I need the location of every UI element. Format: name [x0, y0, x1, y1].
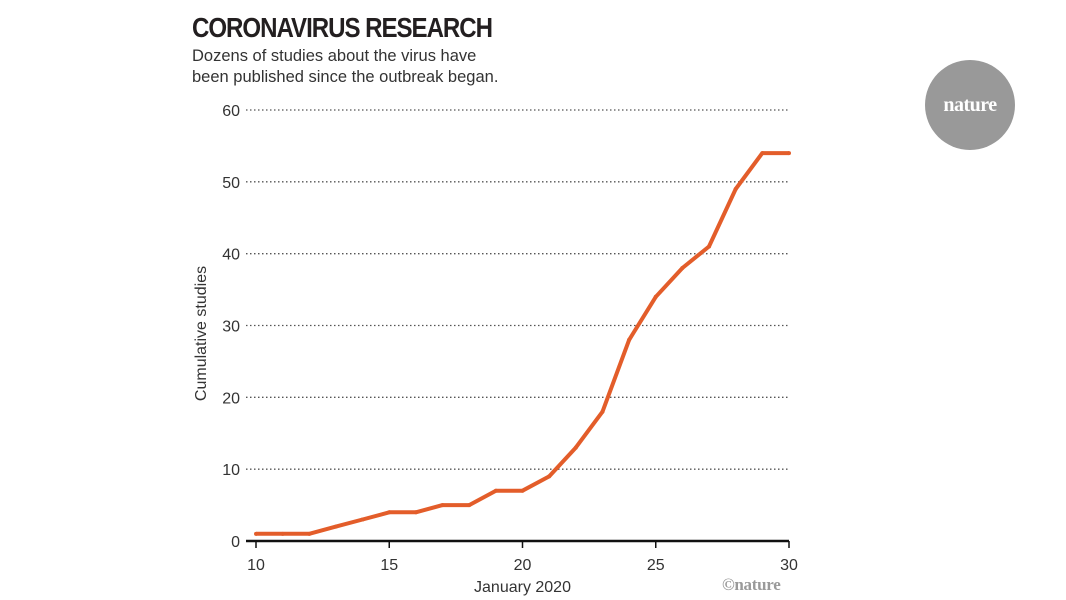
- data-point-jan-27: [707, 244, 712, 249]
- y-tick-label-60: 60: [222, 103, 240, 120]
- data-point-jan-18: [467, 503, 472, 508]
- x-tick-label-15: 15: [380, 557, 398, 574]
- data-point-jan-23: [600, 409, 605, 414]
- nature-logo-badge: nature: [925, 60, 1015, 150]
- chart-subtitle: Dozens of studies about the virus have b…: [192, 46, 592, 88]
- subtitle-line-2: been published since the outbreak began.: [192, 68, 499, 86]
- data-point-jan-20: [520, 488, 525, 493]
- data-point-jan-14: [360, 517, 365, 522]
- y-tick-label-10: 10: [222, 462, 240, 479]
- data-point-jan-24: [627, 337, 632, 342]
- x-tick-label-30: 30: [780, 557, 798, 574]
- data-point-jan-19: [493, 488, 498, 493]
- data-point-jan-29: [760, 151, 765, 156]
- data-point-jan-30: [787, 151, 791, 156]
- chart-title: CORONAVIRUS RESEARCH: [192, 12, 493, 43]
- x-tick-label-20: 20: [514, 557, 532, 574]
- data-point-jan-10: [254, 531, 258, 536]
- x-axis-label: January 2020: [474, 579, 571, 596]
- data-point-jan-25: [653, 294, 658, 299]
- data-point-jan-11: [280, 531, 285, 536]
- data-point-jan-28: [733, 187, 738, 192]
- x-tick-label-10: 10: [247, 557, 265, 574]
- y-tick-label-20: 20: [222, 390, 240, 407]
- data-point-jan-17: [440, 503, 445, 508]
- data-point-jan-13: [333, 524, 338, 529]
- x-tick-labels: 10 15 20 25 30: [247, 541, 798, 574]
- data-series: [254, 151, 791, 536]
- data-point-jan-22: [573, 445, 578, 450]
- subtitle-line-1: Dozens of studies about the virus have: [192, 47, 477, 65]
- series-line-0: [256, 151, 789, 536]
- gridlines: [246, 109, 789, 470]
- data-point-jan-15: [387, 510, 392, 515]
- data-point-jan-12: [307, 531, 312, 536]
- nature-logo-text: nature: [943, 93, 997, 116]
- y-tick-label-40: 40: [222, 247, 240, 264]
- data-point-jan-16: [413, 510, 418, 515]
- nature-credit: ©nature: [722, 575, 781, 594]
- y-tick-labels: 0 10 20 30 40 50 60: [222, 103, 240, 551]
- data-point-jan-26: [680, 266, 685, 271]
- y-axis-label: Cumulative studies: [193, 266, 210, 401]
- y-tick-label-30: 30: [222, 319, 240, 336]
- y-tick-label-50: 50: [222, 175, 240, 192]
- y-tick-label-0: 0: [231, 534, 240, 551]
- data-point-jan-21: [547, 474, 552, 479]
- x-tick-label-25: 25: [647, 557, 665, 574]
